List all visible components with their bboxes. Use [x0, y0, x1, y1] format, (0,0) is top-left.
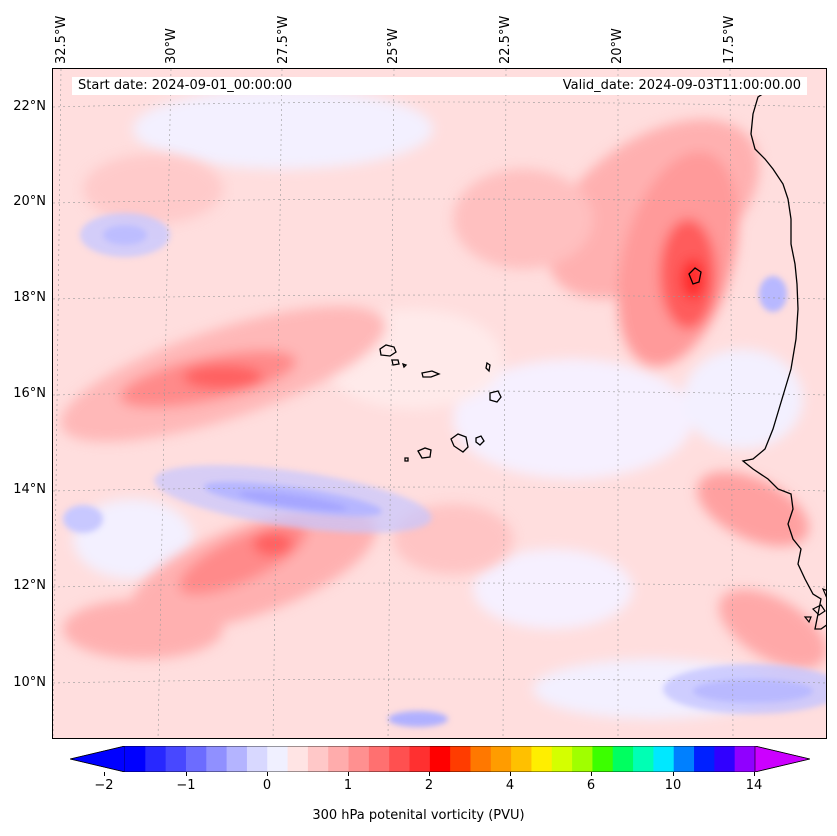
- colorbar-segment: [511, 746, 532, 772]
- lon-label: 22.5°W: [498, 15, 513, 64]
- colorbar-tick: 4: [505, 778, 515, 793]
- start-date-text: Start date: 2024-09-01_00:00:00: [78, 78, 293, 93]
- colorbar-tick: −1: [176, 778, 196, 793]
- colorbar-svg: [69, 745, 811, 773]
- colorbar: [69, 745, 811, 773]
- colorbar-tick: 14: [745, 778, 763, 793]
- date-banner: Start date: 2024-09-01_00:00:00 Valid_da…: [72, 77, 807, 95]
- colorbar-segment: [287, 746, 309, 772]
- field-negative-regions: [63, 213, 826, 727]
- colorbar-segment: [653, 746, 675, 772]
- colorbar-tick: −2: [94, 778, 114, 793]
- lon-label: 17.5°W: [722, 15, 737, 64]
- colorbar-tickmark: [267, 772, 268, 776]
- lat-label: 16°N: [13, 386, 46, 401]
- lon-label: 20°W: [610, 28, 625, 64]
- colorbar-segment: [470, 746, 492, 772]
- colorbar-segment: [145, 746, 167, 772]
- lat-label: 20°N: [13, 194, 46, 209]
- colorbar-tickmark: [348, 772, 349, 776]
- colorbar-segment: [246, 746, 268, 772]
- colorbar-segment: [612, 746, 634, 772]
- colorbar-segment: [633, 746, 654, 772]
- colorbar-segment: [592, 746, 614, 772]
- graticule: [53, 69, 826, 738]
- pv-field-map: [53, 69, 826, 738]
- valid-date-text: Valid_date: 2024-09-03T11:00:00.00: [562, 78, 801, 93]
- lon-label: 25°W: [386, 28, 401, 64]
- colorbar-segment: [125, 746, 146, 772]
- colorbar-segment: [551, 746, 573, 772]
- colorbar-label: 300 hPa potenital vorticity (PVU): [312, 808, 525, 823]
- colorbar-tickmark: [429, 772, 430, 776]
- lat-label: 10°N: [13, 675, 46, 690]
- colorbar-segment: [267, 746, 289, 772]
- cape-verde-islands: [379, 344, 502, 462]
- lat-label: 18°N: [13, 290, 46, 305]
- colorbar-segment: [368, 746, 390, 772]
- island-outline: [688, 267, 702, 285]
- lon-label: 32.5°W: [54, 15, 69, 64]
- west-africa-coastline: [741, 88, 826, 630]
- colorbar-segment: [348, 746, 370, 772]
- colorbar-segment: [409, 746, 431, 772]
- lon-label: 27.5°W: [276, 15, 291, 64]
- colorbar-tickmark: [186, 772, 187, 776]
- colorbar-segment: [165, 746, 187, 772]
- colorbar-tick: 10: [664, 778, 682, 793]
- lon-label: 30°W: [164, 28, 179, 64]
- colorbar-segment: [734, 746, 756, 772]
- colorbar-extend-low: [69, 745, 126, 773]
- colorbar-segment: [389, 746, 411, 772]
- colorbar-segment: [206, 746, 228, 772]
- map-panel: [52, 68, 827, 739]
- colorbar-segment: [572, 746, 593, 772]
- colorbar-segment: [185, 746, 207, 772]
- colorbar-extend-high: [754, 745, 811, 773]
- colorbar-tickmark: [673, 772, 674, 776]
- colorbar-segment: [673, 746, 695, 772]
- colorbar-tickmark: [104, 772, 105, 776]
- bijagos-islands: [803, 587, 826, 624]
- lat-label: 14°N: [13, 482, 46, 497]
- colorbar-segment: [307, 746, 329, 772]
- colorbar-segment: [450, 746, 471, 772]
- lat-label: 12°N: [13, 578, 46, 593]
- colorbar-tick: 6: [586, 778, 596, 793]
- colorbar-tick: 0: [262, 778, 272, 793]
- colorbar-segment: [694, 746, 715, 772]
- colorbar-segment: [226, 746, 248, 772]
- colorbar-segment: [328, 746, 350, 772]
- colorbar-tickmark: [510, 772, 511, 776]
- colorbar-segment: [490, 746, 512, 772]
- colorbar-segment: [429, 746, 451, 772]
- colorbar-segment: [714, 746, 736, 772]
- lat-label: 22°N: [13, 99, 46, 114]
- colorbar-tick: 2: [424, 778, 434, 793]
- colorbar-tick: 1: [343, 778, 353, 793]
- colorbar-segment: [531, 746, 553, 772]
- colorbar-tickmark: [591, 772, 592, 776]
- colorbar-tickmark: [754, 772, 755, 776]
